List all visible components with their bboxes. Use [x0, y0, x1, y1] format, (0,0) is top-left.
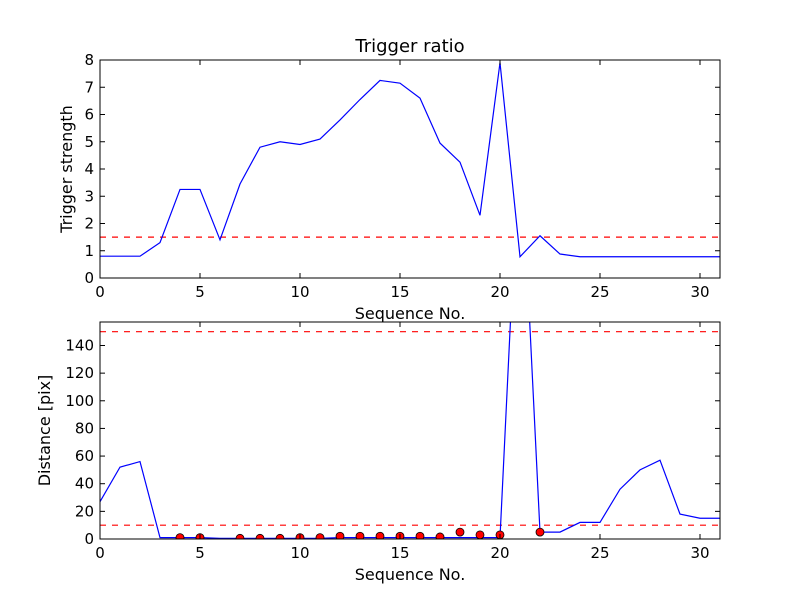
y-tick-label: 20: [75, 502, 94, 520]
plot-area: [100, 322, 720, 539]
y-tick-label: 5: [84, 133, 94, 151]
marker-point: [535, 527, 545, 537]
y-tick-label: 8: [84, 51, 94, 69]
marker-point: [475, 530, 485, 539]
x-tick-label: 0: [95, 283, 105, 301]
x-tick-label: 30: [690, 544, 709, 562]
marker-point: [175, 533, 185, 539]
marker-point: [315, 533, 325, 539]
marker-point: [235, 533, 245, 539]
marker-point: [435, 532, 445, 539]
x-axis-label: Sequence No.: [355, 304, 466, 323]
x-tick-label: 15: [390, 283, 409, 301]
y-tick-label: 120: [65, 364, 94, 382]
x-tick-label: 20: [490, 283, 509, 301]
plot-area: [100, 60, 720, 278]
marker-point: [335, 531, 345, 539]
marker-point: [455, 527, 465, 537]
y-tick-label: 100: [65, 392, 94, 410]
y-tick-label: 6: [84, 106, 94, 124]
y-tick-label: 1: [84, 242, 94, 260]
x-tick-label: 20: [490, 544, 509, 562]
y-tick-label: 2: [84, 215, 94, 233]
y-tick-label: 0: [84, 530, 94, 548]
y-tick-label: 40: [75, 475, 94, 493]
marker-point: [355, 531, 365, 539]
x-tick-label: 30: [690, 283, 709, 301]
x-axis-label: Sequence No.: [355, 565, 466, 584]
x-tick-label: 5: [195, 283, 205, 301]
distance-chart: 0 5 10 15 20 25 30 0 20 40 60 80 100 120 140 Sequence N…: [35, 321, 721, 584]
trigger-ratio-chart: 0 5 10 15 20 25 30 0 1 2 3 4 5 6 7 8 Trigger ratio Sequen…: [57, 36, 721, 323]
y-axis-label: Distance [pix]: [35, 375, 54, 487]
axes-frame: [99, 321, 721, 540]
y-tick-label: 7: [84, 78, 94, 96]
x-tick-label: 15: [390, 544, 409, 562]
x-tick-label: 5: [195, 544, 205, 562]
x-tick-label: 25: [590, 544, 609, 562]
chart-title: Trigger ratio: [354, 36, 464, 57]
y-tick-label: 80: [75, 419, 94, 437]
marker-point: [255, 533, 265, 539]
marker-point: [275, 533, 285, 539]
marker-point: [375, 531, 385, 539]
y-tick-label: 140: [65, 336, 94, 354]
marker-point: [415, 531, 425, 539]
y-tick-label: 60: [75, 447, 94, 465]
plot-content: [100, 322, 720, 539]
y-axis-label: Trigger strength: [57, 105, 76, 234]
x-tick-label: 25: [590, 283, 609, 301]
y-tick-label: 3: [84, 187, 94, 205]
plot-content: [100, 62, 720, 259]
x-tick-label: 10: [290, 283, 309, 301]
y-tick-label: 4: [84, 160, 94, 178]
x-tick-label: 0: [95, 544, 105, 562]
x-tick-label: 10: [290, 544, 309, 562]
series-line-0: [100, 62, 720, 259]
y-tick-label: 0: [84, 269, 94, 287]
